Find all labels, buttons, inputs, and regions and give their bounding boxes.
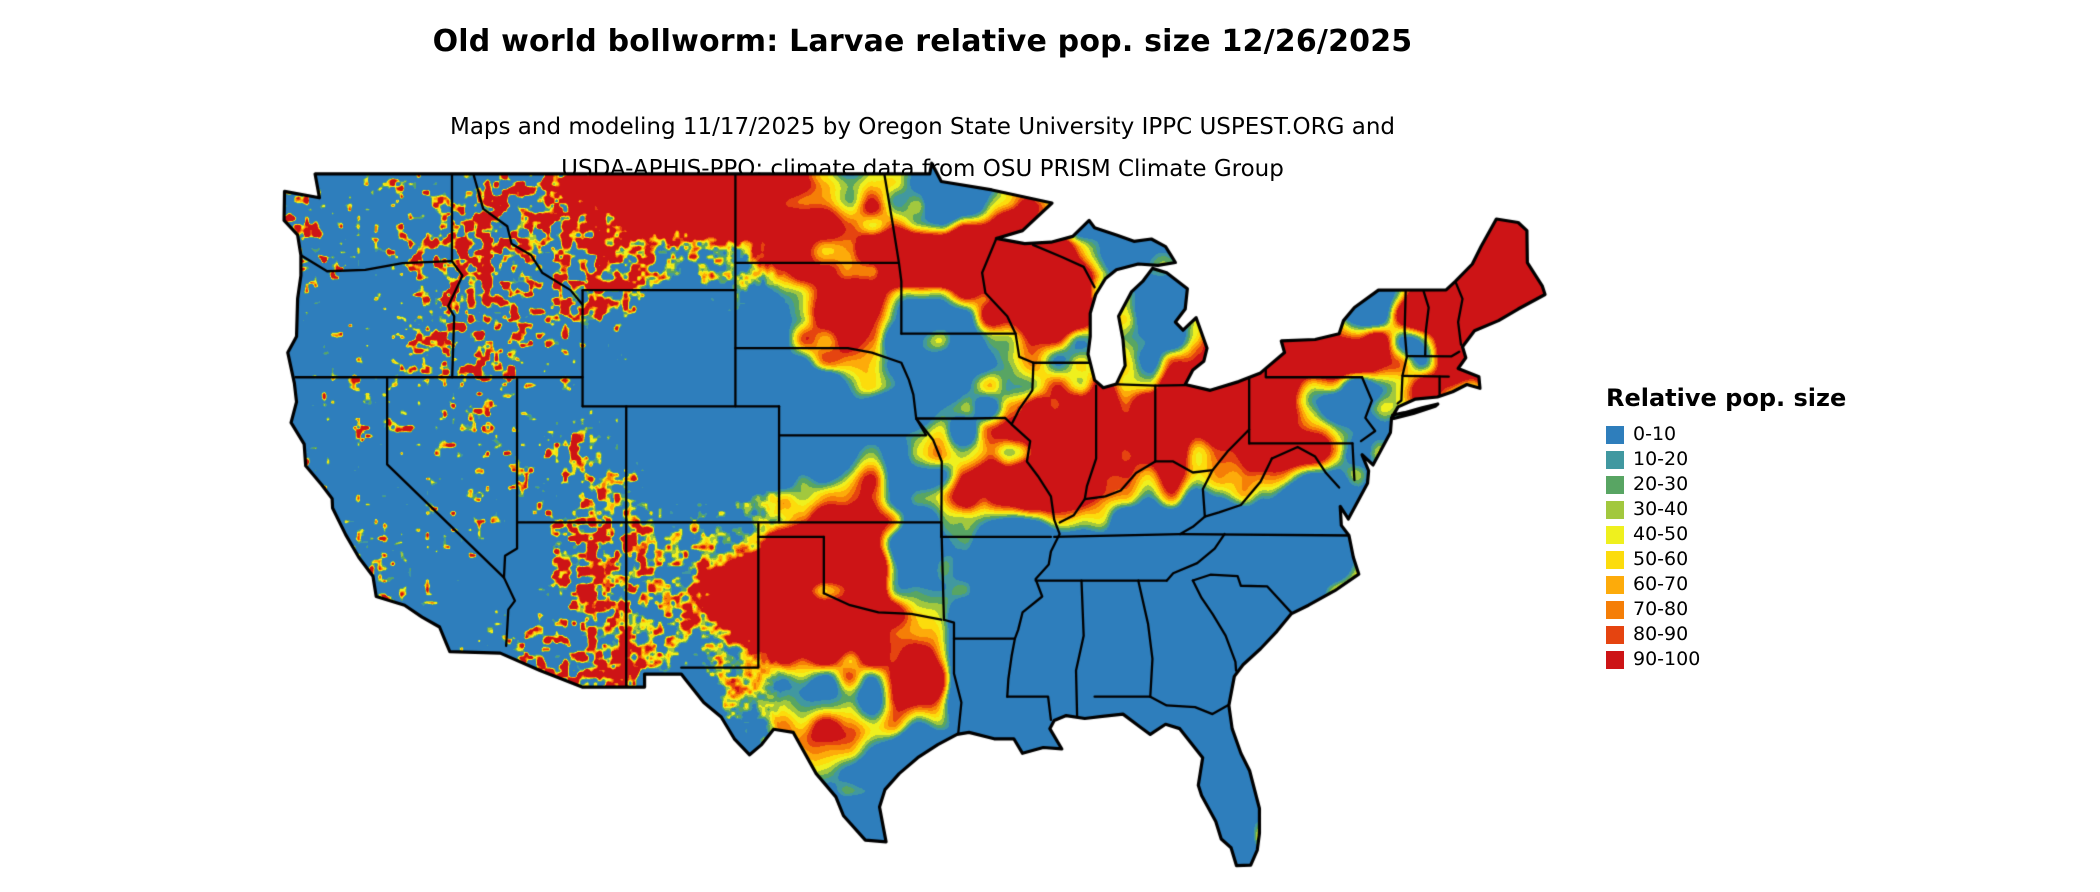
legend-item-label: 10-20 xyxy=(1633,448,1689,470)
us-map-canvas xyxy=(272,158,1564,884)
legend-swatch xyxy=(1606,475,1624,494)
legend-item: 30-40 xyxy=(1606,497,1846,522)
legend-item-label: 80-90 xyxy=(1633,623,1689,645)
legend-item-label: 50-60 xyxy=(1633,548,1689,570)
subtitle-line-1: Maps and modeling 11/17/2025 by Oregon S… xyxy=(449,114,1396,140)
legend-item: 60-70 xyxy=(1606,572,1846,597)
legend-item-label: 70-80 xyxy=(1633,598,1689,620)
legend-swatch xyxy=(1606,550,1624,569)
legend-swatch xyxy=(1606,525,1624,544)
legend-item-label: 40-50 xyxy=(1633,523,1689,545)
legend-title: Relative pop. size xyxy=(1606,384,1847,412)
legend-item-label: 90-100 xyxy=(1633,648,1701,670)
legend-swatch xyxy=(1606,600,1624,619)
legend-item: 90-100 xyxy=(1606,647,1846,672)
legend-item-label: 20-30 xyxy=(1633,473,1689,495)
legend-item-label: 60-70 xyxy=(1633,573,1689,595)
legend-swatch xyxy=(1606,425,1624,444)
page-title: Old world bollworm: Larvae relative pop.… xyxy=(432,24,1413,59)
legend-item: 50-60 xyxy=(1606,547,1846,572)
legend-item: 0-10 xyxy=(1606,422,1846,447)
legend-items: 0-10 10-20 20-30 30-40 40-50 50-60 60-70 70-80 8… xyxy=(1606,422,1846,672)
legend-item: 40-50 xyxy=(1606,522,1846,547)
legend-item: 80-90 xyxy=(1606,622,1846,647)
legend-swatch xyxy=(1606,575,1624,594)
legend-swatch xyxy=(1606,450,1624,469)
legend-swatch xyxy=(1606,625,1624,644)
legend-swatch xyxy=(1606,650,1624,669)
legend-item: 10-20 xyxy=(1606,447,1846,472)
legend: Relative pop. size 0-10 10-20 20-30 30-40 40… xyxy=(1606,384,1846,672)
legend-item: 20-30 xyxy=(1606,472,1846,497)
legend-item-label: 0-10 xyxy=(1633,423,1677,445)
legend-swatch xyxy=(1606,500,1624,519)
legend-item: 70-80 xyxy=(1606,597,1846,622)
legend-item-label: 30-40 xyxy=(1633,498,1689,520)
